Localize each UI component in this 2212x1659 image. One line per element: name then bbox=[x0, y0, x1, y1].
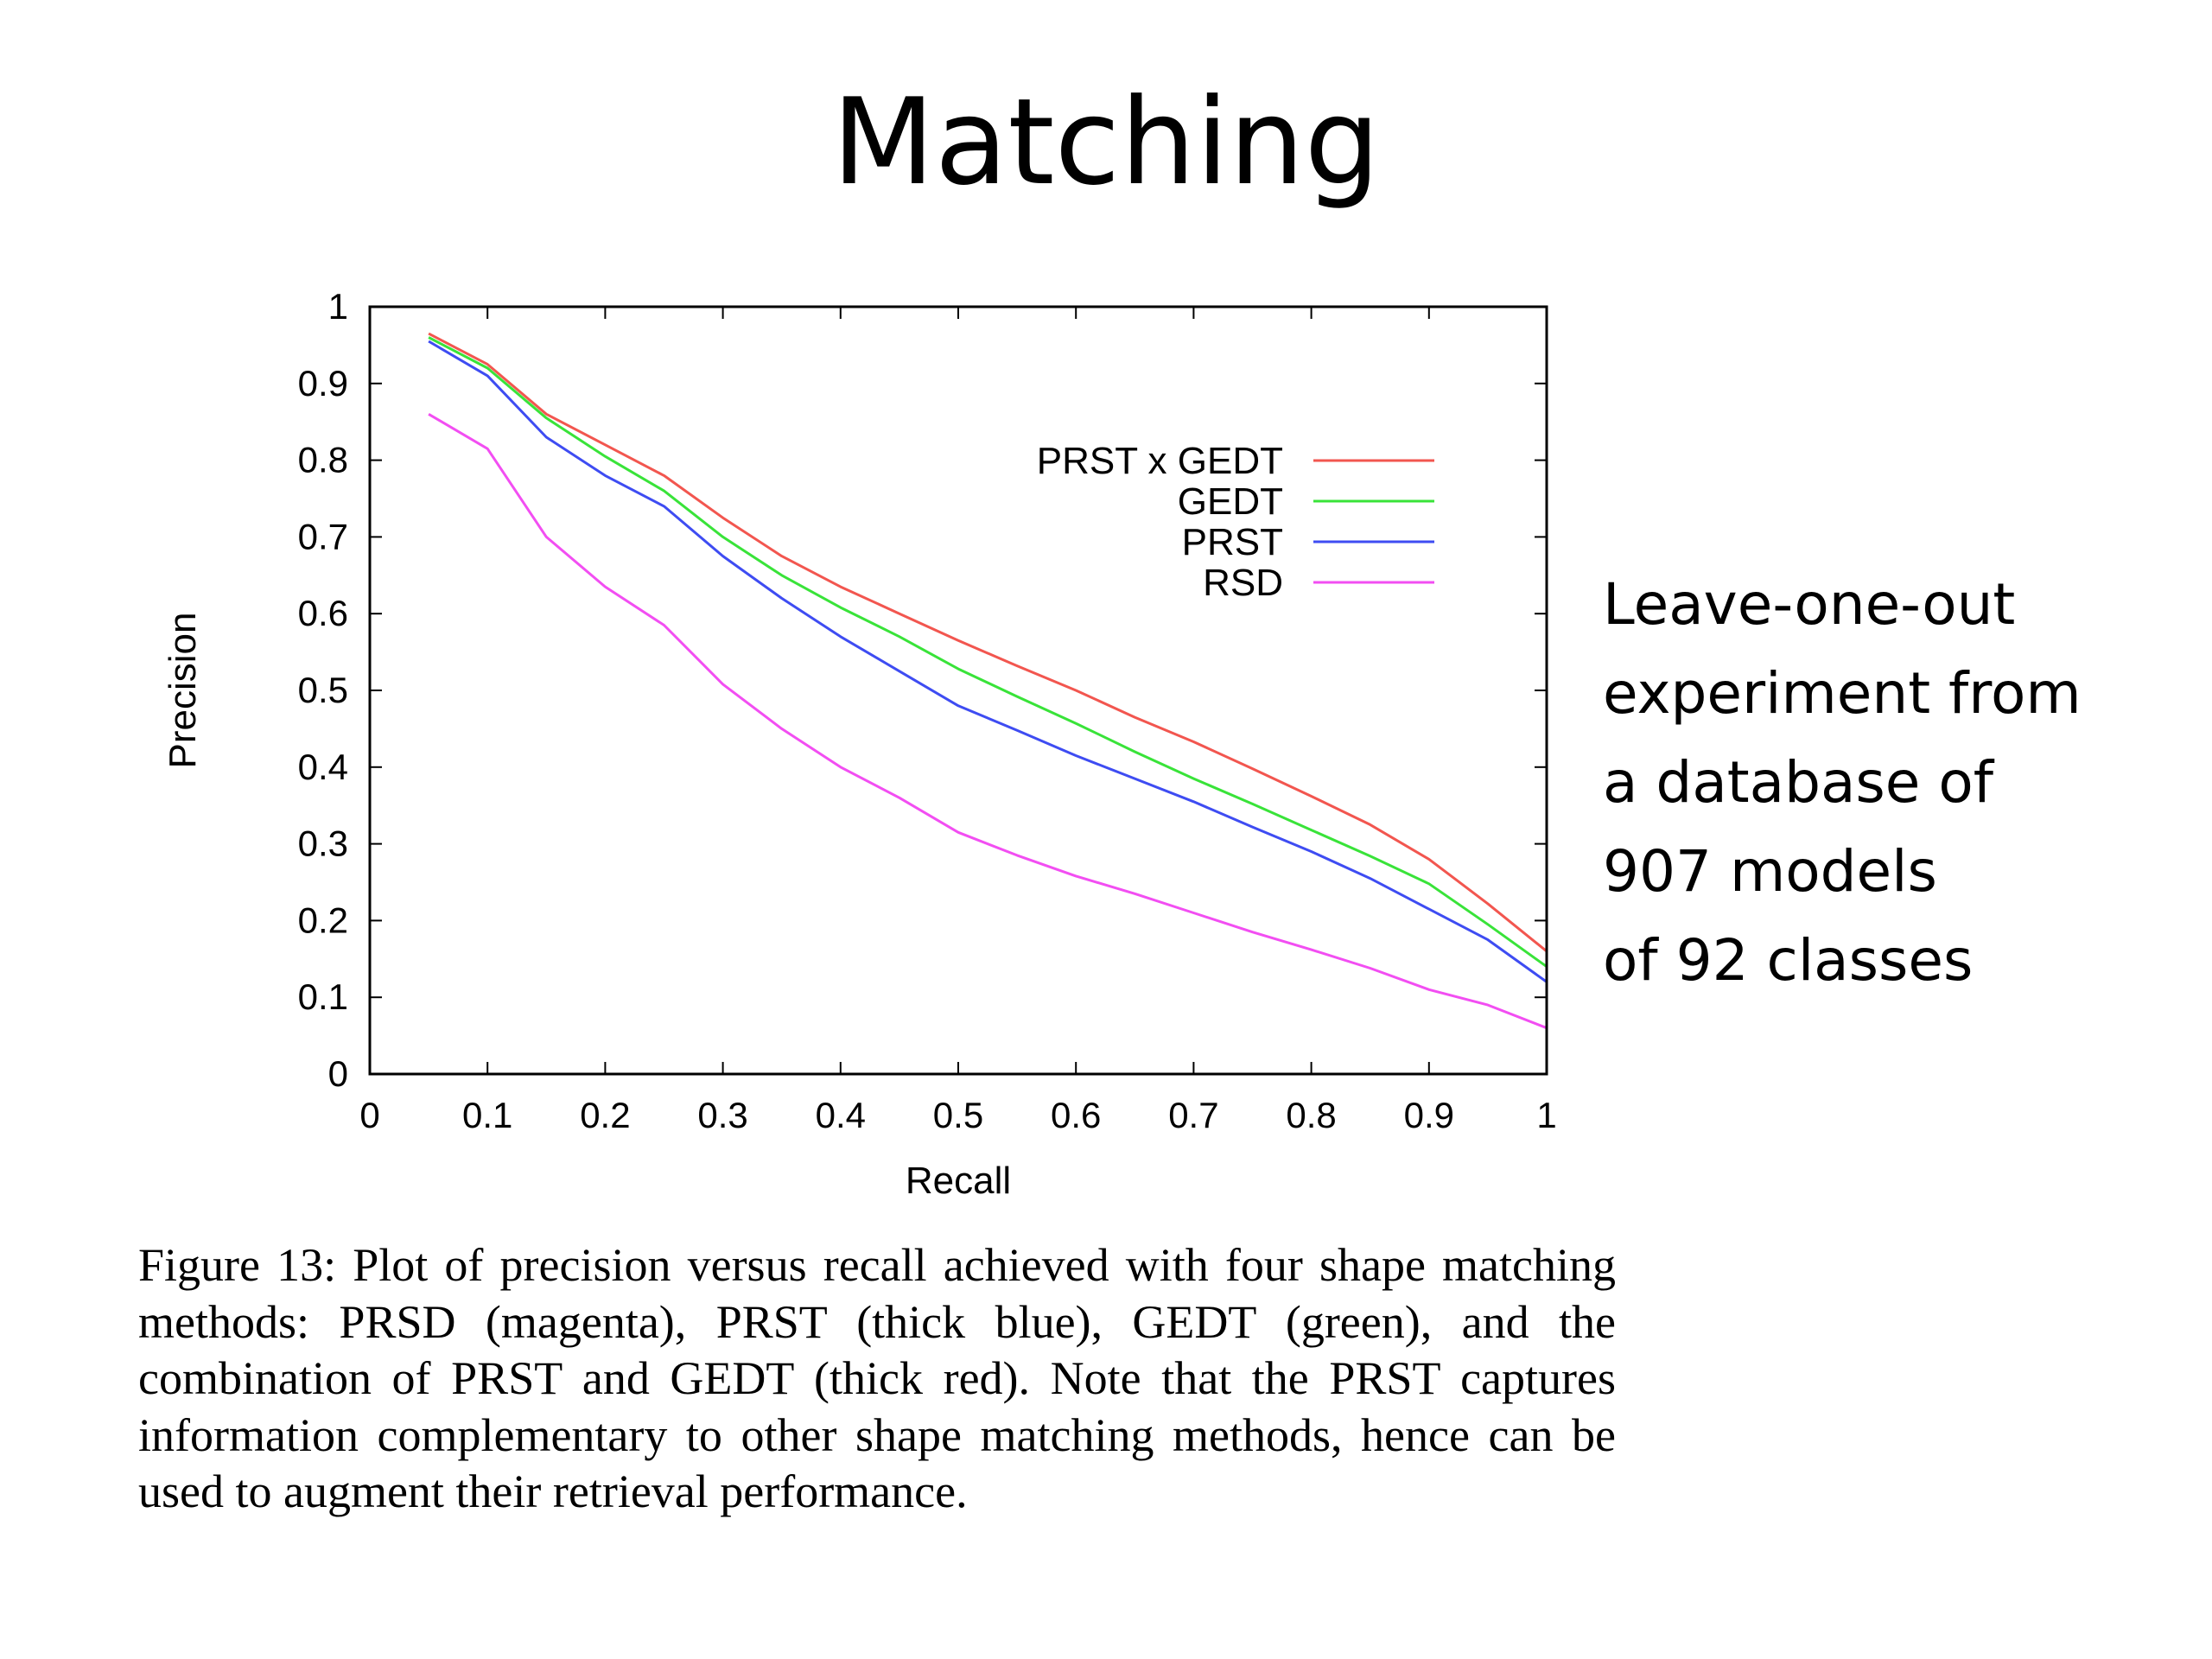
x-tick-label: 0.4 bbox=[816, 1095, 866, 1135]
plot-frame bbox=[368, 305, 1548, 1076]
x-tick-label: 1 bbox=[1536, 1095, 1556, 1135]
y-tick-label: 0.4 bbox=[298, 747, 348, 787]
axis-ticks: 0 0.1 0.2 0.3 0.4 0.5 0.6 0.7 0.8 0.9 1 0 0.1 0.2 0.3 0… bbox=[298, 286, 1557, 1135]
figure-caption: Figure 13: Plot of precision versus reca… bbox=[138, 1239, 1616, 1517]
series-line-1 bbox=[428, 336, 1548, 968]
series-line-2 bbox=[428, 340, 1548, 983]
series-line-3 bbox=[428, 413, 1548, 1030]
y-tick-label: 0.1 bbox=[298, 976, 348, 1017]
slide-title: Matching bbox=[831, 73, 1381, 212]
x-tick-label: 0.8 bbox=[1286, 1095, 1336, 1135]
y-tick-label: 0.7 bbox=[298, 516, 348, 556]
series-lines bbox=[428, 332, 1548, 1030]
x-tick-label: 0.1 bbox=[462, 1095, 512, 1135]
side-note-line: a database of bbox=[1603, 749, 1994, 816]
y-tick-label: 0 bbox=[328, 1053, 348, 1094]
x-tick-label: 0.6 bbox=[1051, 1095, 1101, 1135]
legend-label: GEDT bbox=[1178, 480, 1283, 523]
x-tick-label: 0.5 bbox=[933, 1095, 983, 1135]
y-tick-label: 0.8 bbox=[298, 440, 348, 480]
x-tick-label: 0.7 bbox=[1168, 1095, 1218, 1135]
x-tick-label: 0.2 bbox=[580, 1095, 630, 1135]
side-note-line: experiment from bbox=[1603, 660, 2082, 727]
legend-label: PRST x GEDT bbox=[1037, 440, 1283, 482]
y-tick-label: 1 bbox=[328, 286, 348, 327]
y-tick-label: 0.5 bbox=[298, 670, 348, 710]
side-note-line: of 92 classes bbox=[1603, 927, 1974, 994]
side-note: Leave-one-out experiment from a database… bbox=[1603, 560, 2190, 1005]
x-tick-label: 0.9 bbox=[1404, 1095, 1454, 1135]
y-tick-label: 0.6 bbox=[298, 593, 348, 633]
side-note-line: Leave-one-out bbox=[1603, 571, 2016, 638]
x-axis-label: Recall bbox=[906, 1160, 1011, 1202]
y-tick-label: 0.3 bbox=[298, 823, 348, 864]
y-tick-label: 0.9 bbox=[298, 363, 348, 404]
y-axis-label: Precision bbox=[162, 613, 204, 769]
series-line-0 bbox=[428, 332, 1548, 953]
x-tick-label: 0.3 bbox=[697, 1095, 747, 1135]
legend-label: PRST bbox=[1182, 521, 1283, 563]
x-tick-label: 0 bbox=[359, 1095, 379, 1135]
y-tick-label: 0.2 bbox=[298, 899, 348, 940]
legend-label: RSD bbox=[1203, 562, 1283, 604]
side-note-line: 907 models bbox=[1603, 838, 1937, 905]
